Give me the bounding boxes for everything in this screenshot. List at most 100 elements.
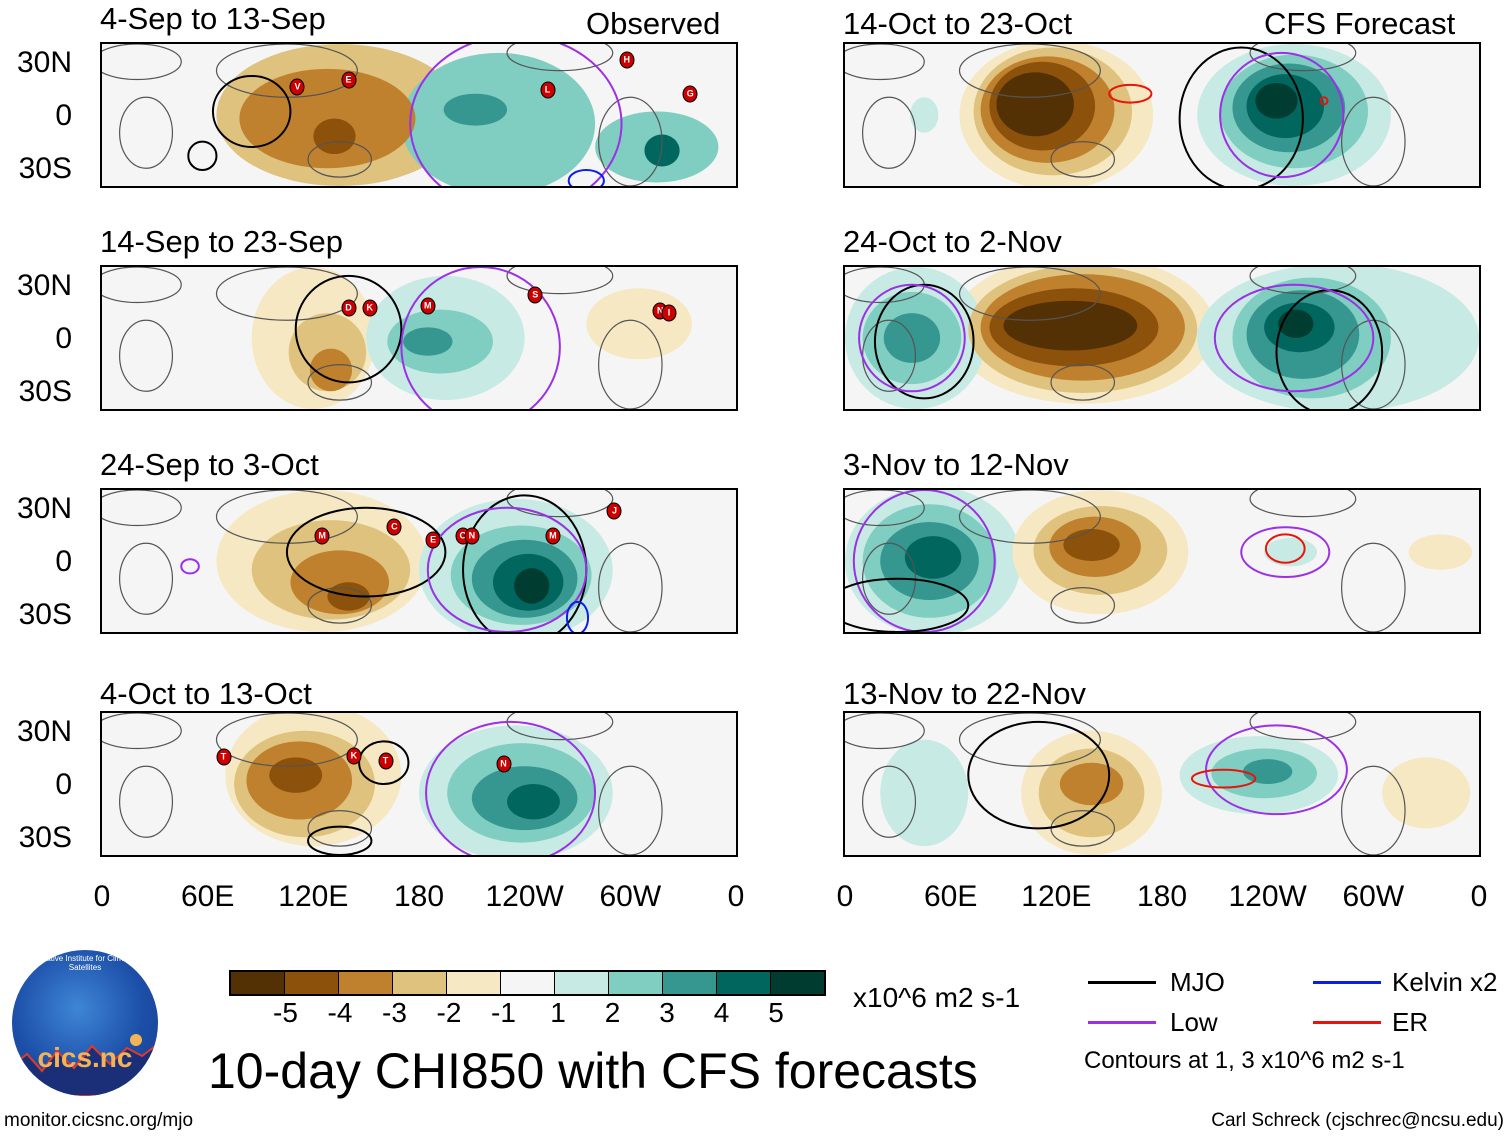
tropical-cyclone-marker: H [619, 51, 635, 69]
low-contour [401, 267, 560, 409]
anomaly-region [514, 568, 550, 604]
low-contour [1215, 285, 1373, 392]
tropical-cyclone-marker: K [362, 299, 378, 317]
coastline [120, 97, 173, 168]
mjo-contour [875, 285, 974, 399]
anomaly-region [1382, 757, 1471, 829]
longitude-label: 0 [836, 880, 854, 913]
colorbar-swatch [555, 972, 609, 994]
legend-mjo-label: MJO [1170, 967, 1225, 997]
latitude-label: 0 [55, 99, 72, 132]
mjo-contour [308, 827, 371, 855]
map-canvas [102, 44, 719, 186]
map-canvas [845, 713, 1471, 855]
coastline [845, 490, 924, 526]
longitude-label: 0 [727, 880, 745, 913]
colorbar-swatch [501, 972, 555, 994]
mjo-contour [968, 722, 1109, 829]
anomaly-region [996, 72, 1074, 137]
colorbar-tick-label: 2 [604, 997, 621, 1028]
observed-header: Observed [586, 6, 721, 41]
tropical-cyclone-marker: N [464, 527, 480, 545]
tropical-cyclone-marker: C [386, 518, 402, 536]
colorbar-swatch [339, 972, 393, 994]
low-contour [859, 285, 965, 392]
colorbar [229, 970, 826, 996]
longitude-label: 60W [1342, 880, 1405, 913]
kelvin-contour [567, 602, 588, 632]
coastline [1250, 267, 1356, 294]
coastline [863, 97, 916, 168]
legend-note: Contours at 1, 3 x10^6 m2 s-1 [1084, 1047, 1405, 1074]
mjo-contour [296, 276, 402, 383]
legend-low-label: Low [1170, 1007, 1218, 1037]
longitude-label: 0 [93, 880, 111, 913]
er-contour [1192, 770, 1255, 788]
panel-title: 3-Nov to 12-Nov [843, 447, 1069, 482]
coastline [507, 267, 613, 294]
colorbar-swatch [285, 972, 339, 994]
anomaly-region [880, 739, 969, 847]
mjo-contour [287, 508, 445, 597]
coastline [845, 44, 924, 80]
longitude-label: 120W [1228, 880, 1307, 913]
kelvin-contour [569, 170, 604, 186]
latitude-label: 30S [18, 152, 72, 186]
map-panel: V E L H G [100, 42, 738, 188]
coastline [120, 320, 173, 391]
coastline [863, 766, 916, 837]
tropical-cyclone-marker: M [420, 297, 436, 315]
coastline [102, 44, 181, 80]
coastline [120, 543, 173, 614]
panel-title: 14-Sep to 23-Sep [100, 224, 344, 259]
tropical-cyclone-marker: N [496, 755, 512, 773]
longitude-label: 60W [599, 880, 662, 913]
mjo-contour [188, 142, 216, 170]
latitude-label: 30S [18, 598, 72, 632]
low-contour [1206, 725, 1347, 814]
low-contour [410, 44, 621, 186]
er-contour [1321, 97, 1328, 104]
coastline [308, 588, 371, 624]
map-canvas [102, 490, 736, 632]
coastline [216, 267, 357, 320]
latitude-label: 0 [55, 768, 72, 801]
colorbar-units: x10^6 m2 s-1 [853, 982, 1021, 1013]
mjo-contour [845, 579, 968, 632]
tropical-cyclone-marker: G [682, 85, 698, 103]
coastline [102, 490, 181, 526]
panel-title: 13-Nov to 22-Nov [843, 676, 1086, 711]
tropical-cyclone-marker: D [341, 299, 357, 317]
anomaly-region [507, 784, 560, 820]
colorbar-tick-label: -2 [436, 997, 462, 1028]
colorbar-swatch [771, 972, 824, 994]
map-panel [843, 711, 1481, 857]
mjo-contour [1180, 48, 1303, 186]
coastline [599, 97, 662, 186]
legend-kelvin-label: Kelvin x2 [1392, 967, 1498, 997]
map-canvas [845, 267, 1479, 409]
coastline [102, 267, 181, 303]
tropical-cyclone-marker: T [378, 752, 394, 770]
latitude-label: 30S [18, 821, 72, 855]
cics-logo: Cooperative Institute for Climate and Sa… [12, 950, 158, 1096]
footer-url: monitor.cicsnc.org/mjo [4, 1110, 194, 1131]
colorbar-tick-label: -1 [491, 997, 516, 1028]
latitude-label: 30S [18, 375, 72, 409]
anomaly-region [1003, 300, 1138, 351]
footer-credit: Carl Schreck (cjschrec@ncsu.edu) [1211, 1110, 1504, 1131]
map-panel [843, 265, 1481, 411]
coastline [1250, 713, 1356, 740]
anomaly-region [1063, 529, 1120, 561]
tropical-cyclone-marker: E [425, 531, 441, 549]
coastline [599, 320, 662, 409]
coastline [1342, 320, 1405, 409]
low-contour [1220, 53, 1343, 177]
longitude-label: 60E [180, 880, 235, 913]
colorbar-swatch [393, 972, 447, 994]
colorbar-swatch [663, 972, 717, 994]
coastline [507, 44, 613, 71]
coastline [120, 766, 173, 837]
